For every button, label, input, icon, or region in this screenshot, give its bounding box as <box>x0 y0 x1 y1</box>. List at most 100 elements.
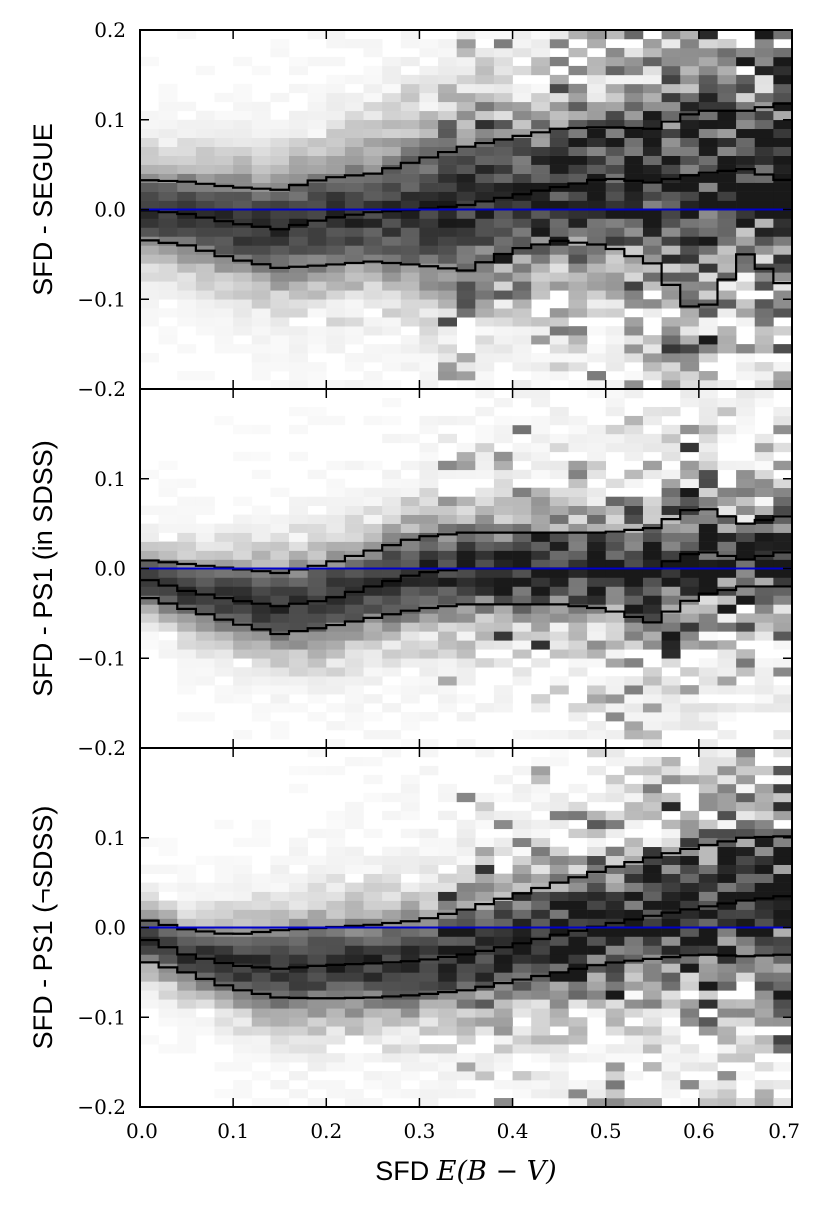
heatmap-cell <box>233 290 253 300</box>
heatmap-cell <box>382 505 402 515</box>
heatmap-cell <box>605 1062 625 1072</box>
heatmap-cell <box>773 703 793 713</box>
heatmap-cell <box>419 317 439 327</box>
heatmap-cell <box>363 128 383 139</box>
heatmap-cell <box>549 505 569 515</box>
heatmap-cell <box>438 1026 457 1036</box>
heatmap-cell <box>531 1089 551 1099</box>
heatmap-cell <box>344 380 364 390</box>
heatmap-cell <box>680 640 700 650</box>
heatmap-cell <box>661 550 681 560</box>
heatmap-cell <box>717 604 737 614</box>
heatmap-cell <box>158 586 178 596</box>
heatmap-cell <box>233 56 253 67</box>
heatmap-cell <box>400 254 420 264</box>
heatmap-cell <box>698 83 718 94</box>
heatmap-cell <box>642 694 662 704</box>
heatmap-cell <box>158 263 178 273</box>
heatmap-cell <box>698 990 718 1000</box>
heatmap-cell <box>680 146 700 156</box>
heatmap-cell <box>680 1098 700 1108</box>
heatmap-cell <box>326 1035 346 1045</box>
heatmap-cell <box>568 703 588 713</box>
heatmap-cell <box>456 532 476 542</box>
heatmap-cell <box>717 595 737 605</box>
heatmap-cell <box>382 74 402 85</box>
heatmap-cell <box>251 828 271 839</box>
heatmap-cell <box>549 999 569 1009</box>
heatmap-cell <box>736 631 756 641</box>
heatmap-cell <box>326 936 346 946</box>
heatmap-cell <box>475 335 495 345</box>
heatmap-cell <box>736 873 756 883</box>
heatmap-cell <box>754 972 774 982</box>
heatmap-cell <box>177 568 197 578</box>
heatmap-cell <box>400 810 420 821</box>
heatmap-cell <box>549 523 569 533</box>
heatmap-cell <box>698 389 718 399</box>
heatmap-cell <box>289 65 308 76</box>
heatmap-cell <box>717 487 737 498</box>
heatmap-cell <box>419 855 439 865</box>
heatmap-cell <box>493 999 513 1009</box>
heatmap-cell <box>773 1044 793 1054</box>
heatmap-cell <box>549 963 569 973</box>
heatmap-cell <box>680 945 700 955</box>
heatmap-cell <box>549 568 569 578</box>
heatmap-cell <box>307 1098 327 1108</box>
heatmap-cell <box>587 514 607 524</box>
heatmap-cell <box>177 927 197 937</box>
heatmap-cell <box>382 631 402 641</box>
heatmap-cell <box>661 649 681 659</box>
y-tick-label: −0.2 <box>77 377 126 401</box>
heatmap-cell <box>214 909 234 919</box>
heatmap-cell <box>587 748 607 758</box>
heatmap-cell <box>661 721 681 731</box>
heatmap-cell <box>475 182 495 192</box>
heatmap-cell <box>642 783 662 794</box>
heatmap-cell <box>642 191 662 201</box>
heatmap-cell <box>493 281 513 291</box>
heatmap-cell <box>642 990 662 1000</box>
heatmap-cell <box>363 1017 383 1027</box>
heatmap-cell <box>456 137 476 147</box>
heatmap-cell <box>158 981 178 991</box>
heatmap-cell <box>251 658 271 668</box>
heatmap-cell <box>698 828 718 839</box>
heatmap-cell <box>773 559 793 569</box>
heatmap-cell <box>363 101 383 112</box>
heatmap-cell <box>233 864 253 874</box>
heatmap-cell <box>493 415 513 426</box>
heatmap-cell <box>549 640 569 650</box>
heatmap-cell <box>289 649 308 659</box>
heatmap-cell <box>251 137 271 147</box>
heatmap-cell <box>531 774 551 785</box>
heatmap-cell <box>400 317 420 327</box>
heatmap-cell <box>680 855 700 865</box>
heatmap-cell <box>214 137 234 147</box>
heatmap-cell <box>717 756 737 767</box>
heatmap-cell <box>717 38 737 49</box>
heatmap-cell <box>754 658 774 668</box>
heatmap-cell <box>233 137 253 147</box>
heatmap-cell <box>344 218 364 228</box>
heatmap-cell <box>326 218 346 228</box>
heatmap-cell <box>717 649 737 659</box>
heatmap-cell <box>624 658 644 668</box>
heatmap-cell <box>438 559 457 569</box>
heatmap-cell <box>344 963 364 973</box>
heatmap-cell <box>698 110 718 121</box>
heatmap-cell <box>307 263 327 273</box>
heatmap-cell <box>587 30 607 40</box>
heatmap-cell <box>605 981 625 991</box>
heatmap-cell <box>587 586 607 596</box>
heatmap-cell <box>531 30 551 40</box>
heatmap-cell <box>289 891 308 901</box>
heatmap-cell <box>661 380 681 390</box>
heatmap-cell <box>605 1098 625 1108</box>
heatmap-cell <box>363 460 383 471</box>
heatmap-cell <box>177 550 197 560</box>
heatmap-cell <box>605 658 625 668</box>
heatmap-cell <box>624 981 644 991</box>
heatmap-cell <box>382 65 402 76</box>
